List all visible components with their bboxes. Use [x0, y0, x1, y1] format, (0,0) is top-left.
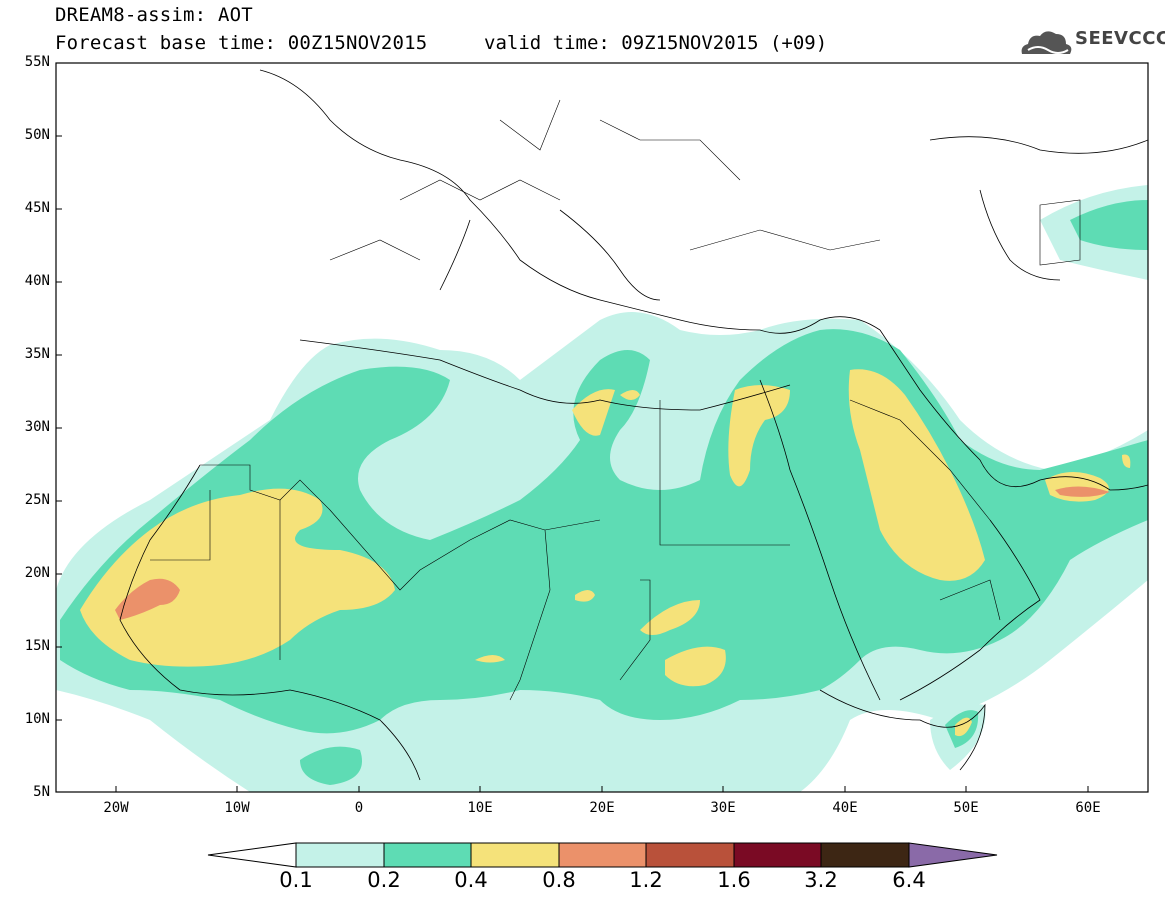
lon-label-10e: 10E — [467, 800, 493, 816]
legend-label-0.8: 0.8 — [542, 868, 576, 892]
lat-label-15n: 15N — [24, 638, 50, 654]
cloud-logo-icon — [1021, 31, 1072, 54]
legend-label-0.1: 0.1 — [279, 868, 313, 892]
legend-swatch-1 — [295, 842, 385, 868]
lat-label-30n: 30N — [24, 419, 50, 435]
lat-label-10n: 10N — [24, 711, 50, 727]
legend-swatch-2 — [383, 842, 472, 868]
lat-label-40n: 40N — [24, 273, 50, 289]
legend-arrow-low — [207, 842, 297, 868]
lon-label-50e: 50E — [953, 800, 979, 816]
lat-label-20n: 20N — [24, 565, 50, 581]
lon-label-30e: 30E — [710, 800, 736, 816]
lat-label-25n: 25N — [24, 492, 50, 508]
legend-label-0.2: 0.2 — [367, 868, 401, 892]
legend-swatch-7 — [820, 842, 910, 868]
lon-label-20e: 20E — [589, 800, 615, 816]
valid-time: valid time: 09Z15NOV2015 (+09) — [484, 32, 828, 54]
legend-arrow-high — [908, 842, 998, 868]
lon-label-40e: 40E — [832, 800, 858, 816]
lon-label-20w: 20W — [103, 800, 129, 816]
legend-swatch-5 — [645, 842, 735, 868]
legend-colorbar — [207, 842, 998, 868]
map-title: DREAM8-assim: AOT — [55, 4, 253, 26]
lat-label-35n: 35N — [24, 346, 50, 362]
aot-level-0.8 — [115, 486, 1110, 620]
axis-ticks — [56, 135, 1089, 792]
forecast-base-time: Forecast base time: 00Z15NOV2015 — [55, 32, 428, 54]
country-borders — [150, 99, 1081, 701]
lat-label-5n: 5N — [33, 784, 50, 800]
legend-label-6.4: 6.4 — [892, 868, 926, 892]
lat-label-45n: 45N — [24, 200, 50, 216]
legend-swatch-4 — [558, 842, 647, 868]
lon-label-0: 0 — [354, 800, 364, 816]
legend-label-1.6: 1.6 — [717, 868, 751, 892]
legend-swatch-3 — [470, 842, 560, 868]
aot-level-0.4 — [80, 369, 1131, 737]
lat-label-55n: 55N — [24, 54, 50, 70]
lat-label-50n: 50N — [24, 127, 50, 143]
lon-label-10w: 10W — [224, 800, 250, 816]
logo-text: SEEVCCC — [1075, 28, 1165, 49]
legend-label-0.4: 0.4 — [454, 868, 488, 892]
legend-label-3.2: 3.2 — [804, 868, 838, 892]
coastlines — [119, 69, 1148, 781]
legend-swatch-6 — [733, 842, 822, 868]
legend-label-1.2: 1.2 — [629, 868, 663, 892]
lon-label-60e: 60E — [1075, 800, 1101, 816]
